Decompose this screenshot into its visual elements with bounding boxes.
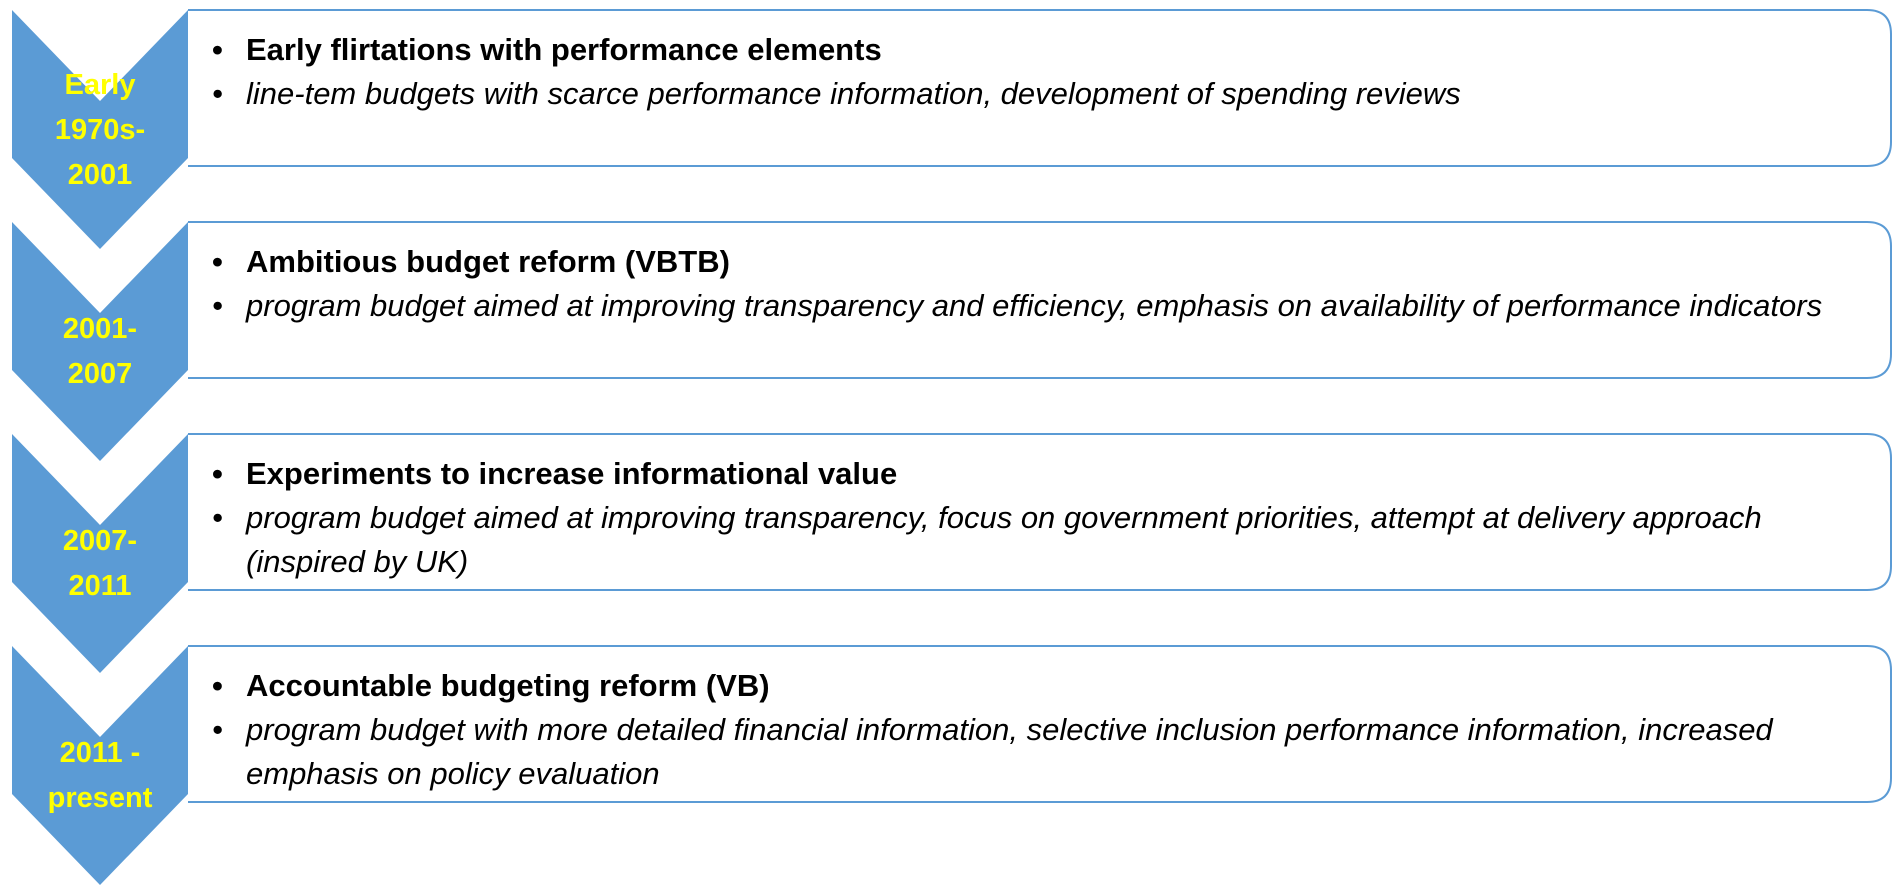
period-line: 2001 — [67, 158, 133, 191]
row-detail: program budget aimed at improving transp… — [206, 496, 1866, 584]
row-content: Accountable budgeting reform (VB)program… — [206, 664, 1866, 796]
row-heading: Early flirtations with performance eleme… — [206, 28, 1866, 72]
chevron — [12, 10, 188, 249]
period-line: 2011 - — [59, 737, 141, 769]
period-line: present — [47, 782, 153, 814]
row-detail: program budget with more detailed financ… — [206, 708, 1866, 796]
row-heading: Experiments to increase informational va… — [206, 452, 1866, 496]
period-label: 2007- 2011 — [12, 519, 188, 609]
chevron — [12, 646, 188, 885]
row-content: Ambitious budget reform (VBTB)program bu… — [206, 240, 1866, 328]
row-heading: Accountable budgeting reform (VB) — [206, 664, 1866, 708]
period-label: 2011 - present — [12, 731, 188, 821]
row-heading: Ambitious budget reform (VBTB) — [206, 240, 1866, 284]
period-line: 1970s- — [54, 113, 146, 146]
period-label: 2001- 2007 — [12, 307, 188, 397]
period-line: 2011 — [68, 570, 132, 602]
chevron — [12, 222, 188, 461]
chevron — [12, 434, 188, 673]
row-detail: program budget aimed at improving transp… — [206, 284, 1866, 328]
period-line: Early — [64, 68, 136, 101]
period-line: 2007 — [67, 358, 133, 390]
period-line: 2001- — [62, 313, 138, 345]
row-content: Experiments to increase informational va… — [206, 452, 1866, 584]
row-detail: line-tem budgets with scarce performance… — [206, 72, 1866, 116]
period-line: 2007- — [62, 525, 138, 557]
row-content: Early flirtations with performance eleme… — [206, 28, 1866, 116]
period-label: Early 1970s- 2001 — [12, 63, 188, 198]
